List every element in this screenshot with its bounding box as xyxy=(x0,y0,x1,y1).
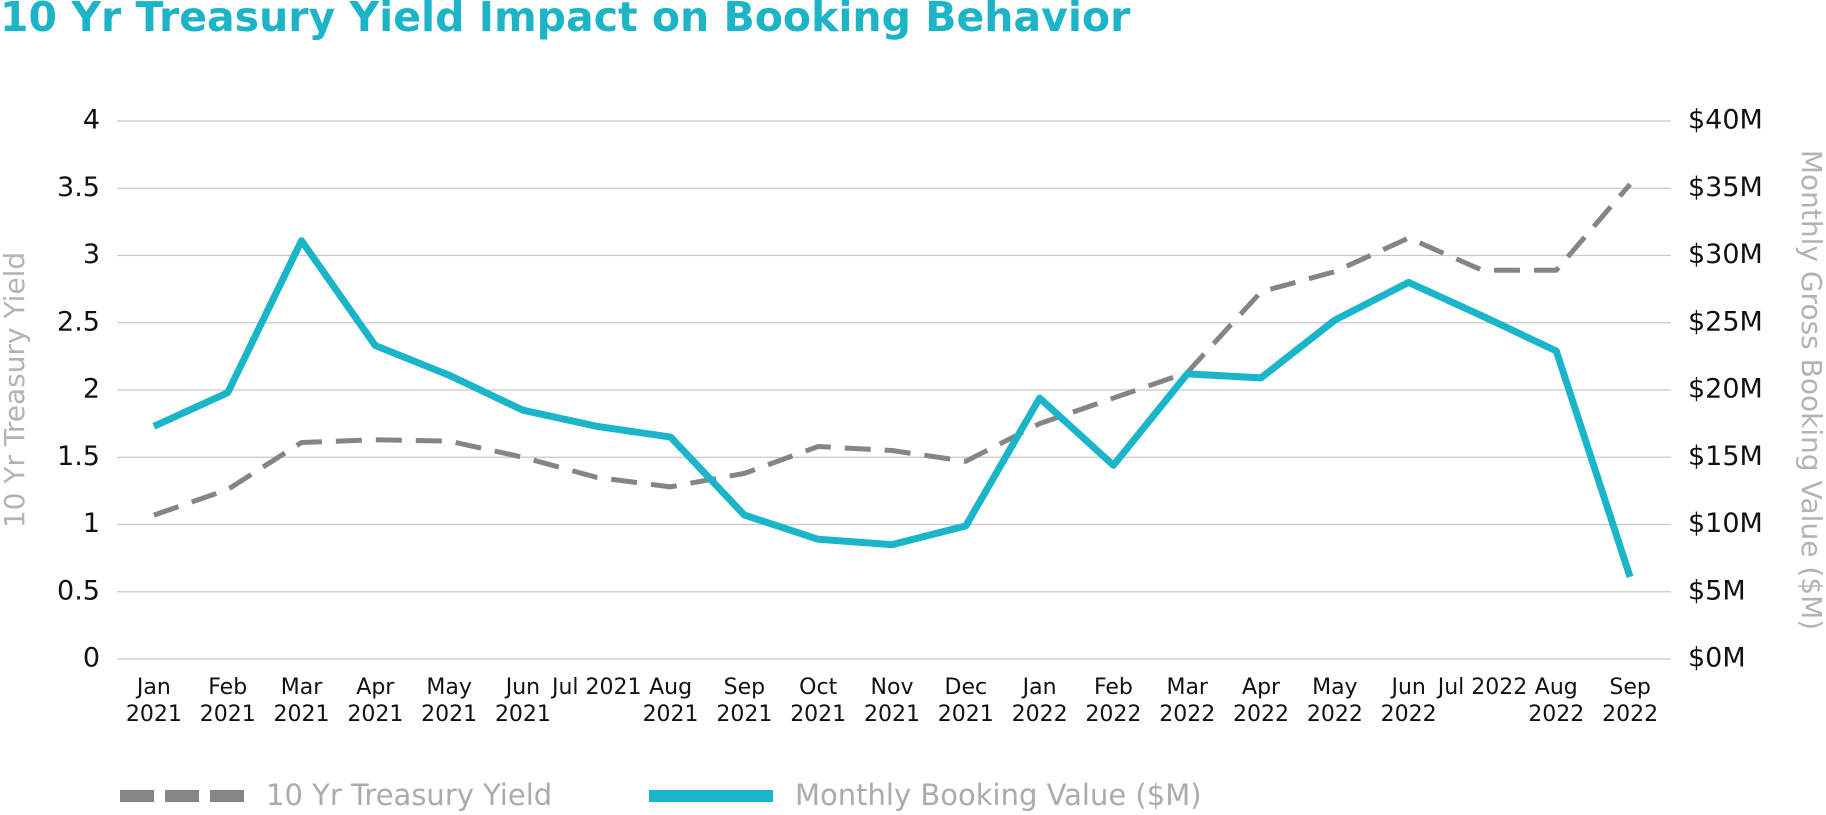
x-tick-label: Mar 2021 xyxy=(273,675,330,727)
legend-label: Monthly Booking Value ($M) xyxy=(795,778,1202,812)
y-tick-label: 2.5 xyxy=(57,306,100,337)
y2-tick-label: $15M xyxy=(1688,441,1763,472)
x-tick-label: Feb 2021 xyxy=(199,675,256,727)
x-tick-label: Jun 2021 xyxy=(494,675,551,727)
y2-tick-label: $30M xyxy=(1688,239,1763,270)
y-tick-label: 4 xyxy=(83,105,100,136)
x-tick-label: Jul 2021 xyxy=(551,675,642,700)
legend-label: 10 Yr Treasury Yield xyxy=(266,778,552,812)
x-tick-label: Feb 2022 xyxy=(1085,675,1142,727)
y2-tick-label: $5M xyxy=(1688,575,1746,606)
x-tick-label: Jan 2021 xyxy=(125,675,182,727)
y-tick-label: 1 xyxy=(83,508,100,539)
series-line xyxy=(152,237,1634,579)
x-tick-label: Apr 2021 xyxy=(347,675,404,727)
x-tick-label: Jul 2022 xyxy=(1437,675,1528,700)
y2-tick-label: $20M xyxy=(1688,374,1763,405)
y-tick-label: 0 xyxy=(83,643,100,674)
x-tick-label: Apr 2022 xyxy=(1233,675,1290,727)
y2-tick-label: $25M xyxy=(1688,306,1763,337)
x-tick-label: Oct 2021 xyxy=(790,675,847,727)
y-tick-label: 3.5 xyxy=(57,172,100,203)
x-tick-label: Jan 2022 xyxy=(1011,675,1068,727)
x-tick-label: Aug 2022 xyxy=(1528,675,1585,727)
y2-axis-title: Monthly Gross Booking Value ($M) xyxy=(1795,150,1826,630)
y-tick-label: 2 xyxy=(83,374,100,405)
x-tick-label: Dec 2021 xyxy=(937,675,994,727)
x-tick-label: Sep 2021 xyxy=(716,675,773,727)
x-tick-label: Nov 2021 xyxy=(864,675,920,727)
y2-tick-label: $10M xyxy=(1688,508,1763,539)
chart-title: 10 Yr Treasury Yield Impact on Booking B… xyxy=(0,0,1131,41)
x-tick-label: Mar 2022 xyxy=(1159,675,1216,727)
y2-tick-label: $40M xyxy=(1688,105,1763,136)
x-tick-label: Jun 2022 xyxy=(1380,675,1437,727)
y-tick-label: 0.5 xyxy=(57,575,100,606)
x-tick-label: May 2022 xyxy=(1306,675,1363,727)
y-axis-title: 10 Yr Treasury Yield xyxy=(0,252,31,528)
y2-tick-label: $0M xyxy=(1688,643,1746,674)
y2-tick-label: $35M xyxy=(1688,172,1763,203)
x-tick-label: May 2021 xyxy=(421,675,478,727)
y-tick-label: 3 xyxy=(83,239,100,270)
x-tick-label: Sep 2022 xyxy=(1602,675,1659,727)
y-tick-label: 1.5 xyxy=(57,441,100,472)
x-tick-label: Aug 2021 xyxy=(642,675,699,727)
series-line xyxy=(153,182,1632,518)
